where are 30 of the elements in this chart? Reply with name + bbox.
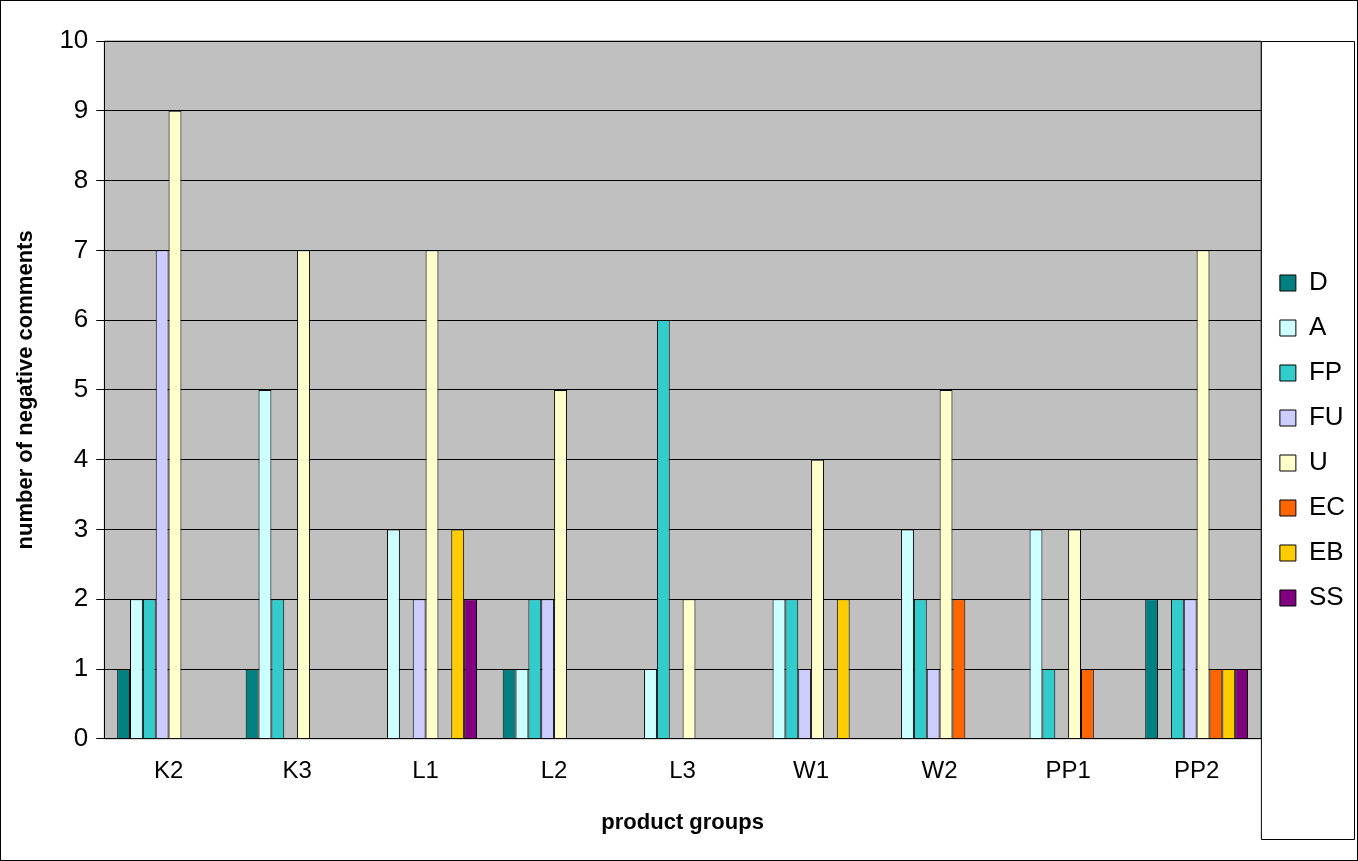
y-tick-label: 8 xyxy=(73,163,89,194)
y-tick-label: 3 xyxy=(73,512,89,543)
x-tick-label: L2 xyxy=(540,755,568,783)
x-tick-label: PP1 xyxy=(1045,755,1091,783)
legend-label: D xyxy=(1308,266,1328,297)
x-tick-label: PP2 xyxy=(1173,755,1220,783)
x-tick-label: K2 xyxy=(153,755,184,783)
y-tick-label: 6 xyxy=(73,303,89,334)
legend-label: EB xyxy=(1308,536,1344,567)
y-tick-label: 0 xyxy=(73,721,89,752)
y-tick-label: 9 xyxy=(73,93,89,124)
legend-label: FU xyxy=(1308,401,1344,432)
x-tick-label: W1 xyxy=(793,755,830,783)
x-tick-label: L1 xyxy=(412,755,439,783)
y-tick-label: 7 xyxy=(73,233,89,264)
x-axis-title: product groups xyxy=(601,808,764,834)
y-tick-label: 5 xyxy=(73,373,89,404)
legend-label: EC xyxy=(1308,491,1346,522)
y-tick-label: 1 xyxy=(73,652,89,683)
legend-label: U xyxy=(1308,446,1328,477)
y-axis-title: number of negative comments xyxy=(12,230,38,550)
x-tick-label: W2 xyxy=(921,755,958,783)
legend-label: A xyxy=(1308,311,1327,342)
legend-label: SS xyxy=(1308,581,1344,612)
y-tick-label: 10 xyxy=(59,24,89,55)
y-tick-label: 2 xyxy=(73,582,89,613)
y-tick-label: 4 xyxy=(73,442,89,473)
x-tick-label: L3 xyxy=(669,755,696,783)
x-tick-label: K3 xyxy=(282,755,312,783)
legend-label: FP xyxy=(1308,356,1343,387)
